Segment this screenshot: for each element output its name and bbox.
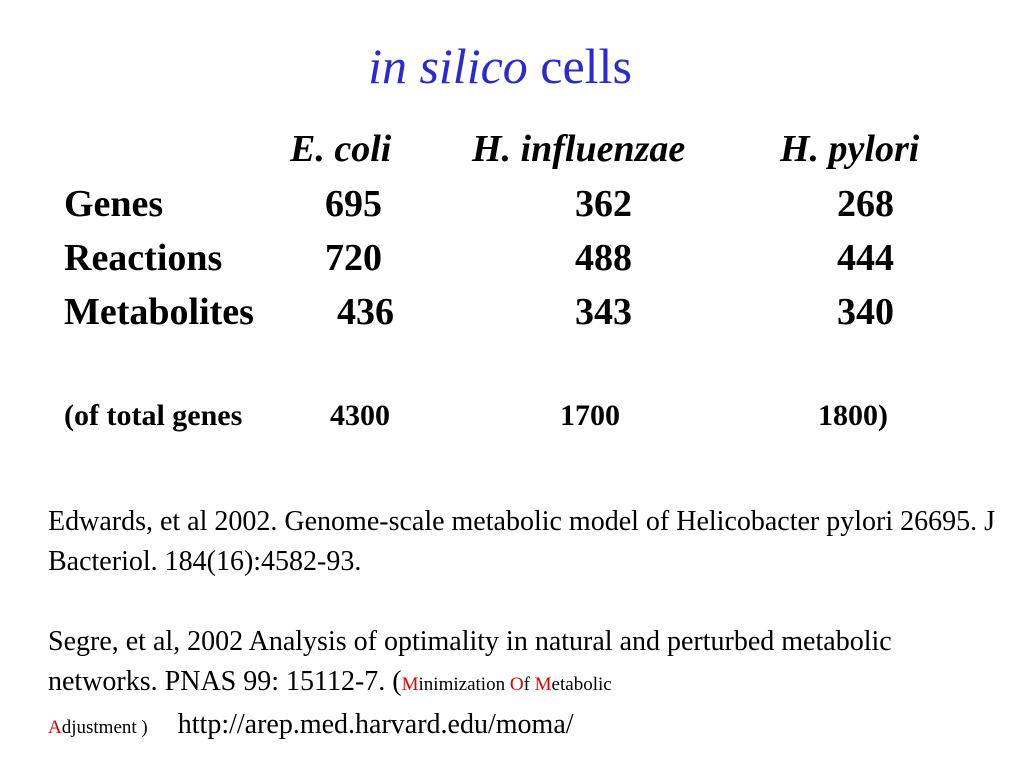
reference-segre-text: Segre, et al, 2002 Analysis of optimalit… <box>48 626 892 697</box>
moma-letter-m2: M <box>534 674 552 695</box>
table-cell: 695 <box>325 183 382 225</box>
reference-edwards: Edwards, et al 2002. Genome-scale metabo… <box>48 506 996 577</box>
table-cell: 444 <box>837 237 894 279</box>
table-cell: 720 <box>325 237 382 279</box>
row-label-reactions: Reactions <box>64 237 223 279</box>
table-cell: 436 <box>337 291 394 333</box>
moma-word: etabolic <box>551 674 612 695</box>
moma-word: djustment ) <box>61 717 148 738</box>
moma-letter-a: A <box>48 717 62 738</box>
total-genes-label: (of total genes <box>64 399 243 432</box>
title-rest: cells <box>540 38 632 94</box>
table-cell: 268 <box>837 183 894 225</box>
table-cell: 340 <box>837 291 894 333</box>
col-header-ecoli: E. coli <box>290 128 392 170</box>
reference-segre: Segre, et al, 2002 Analysis of optimalit… <box>48 622 1008 748</box>
moma-word: f <box>523 674 535 695</box>
moma-url-link[interactable]: http://arep.med.harvard.edu/moma/ <box>177 709 574 740</box>
total-genes-value-last: 1800) <box>818 398 888 434</box>
moma-word: inimization <box>418 674 510 695</box>
col-header-hinfluenzae: H. influenzae <box>472 128 686 170</box>
total-genes-value: 1700 <box>560 399 620 432</box>
total-genes-close: ) <box>878 399 888 432</box>
row-label-metabolites: Metabolites <box>64 291 254 333</box>
table-cell: 362 <box>575 183 632 225</box>
slide-title: in silico cells <box>0 36 1000 96</box>
table-cell: 488 <box>575 237 632 279</box>
table-cell: 343 <box>575 291 632 333</box>
total-genes-value: 4300 <box>330 399 390 432</box>
title-italic: in silico <box>368 38 528 94</box>
total-genes-value: 1800 <box>818 399 878 432</box>
moma-letter-o: O <box>509 674 524 695</box>
col-header-hpylori: H. pylori <box>780 128 920 170</box>
moma-letter-m: M <box>401 674 419 695</box>
row-label-genes: Genes <box>64 183 164 225</box>
